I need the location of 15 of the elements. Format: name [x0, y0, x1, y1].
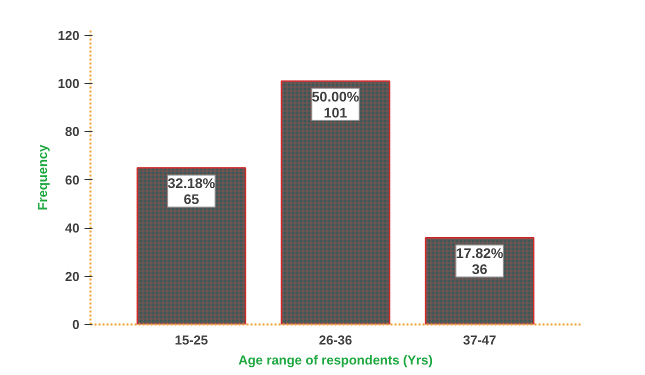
x-axis-title: Age range of respondents (Yrs)	[238, 352, 433, 368]
y-tick-label: 60	[65, 172, 80, 188]
y-tick-label: 0	[72, 317, 80, 332]
y-tick-label: 80	[65, 124, 80, 140]
y-tick-label: 120	[58, 28, 80, 43]
x-tick-label: 15-25	[174, 332, 208, 348]
data-label: 32.18% 65	[168, 175, 216, 208]
x-tick-label: 26-36	[318, 332, 352, 348]
y-tick-label: 40	[65, 220, 80, 236]
x-tick-label: 37-47	[462, 332, 496, 348]
data-label: 50.00% 101	[312, 88, 360, 120]
y-tick-label: 100	[58, 76, 80, 92]
data-label: 17.82% 36	[456, 244, 504, 277]
y-axis-title: Frequency	[34, 144, 50, 210]
y-tick-label: 20	[65, 268, 80, 284]
